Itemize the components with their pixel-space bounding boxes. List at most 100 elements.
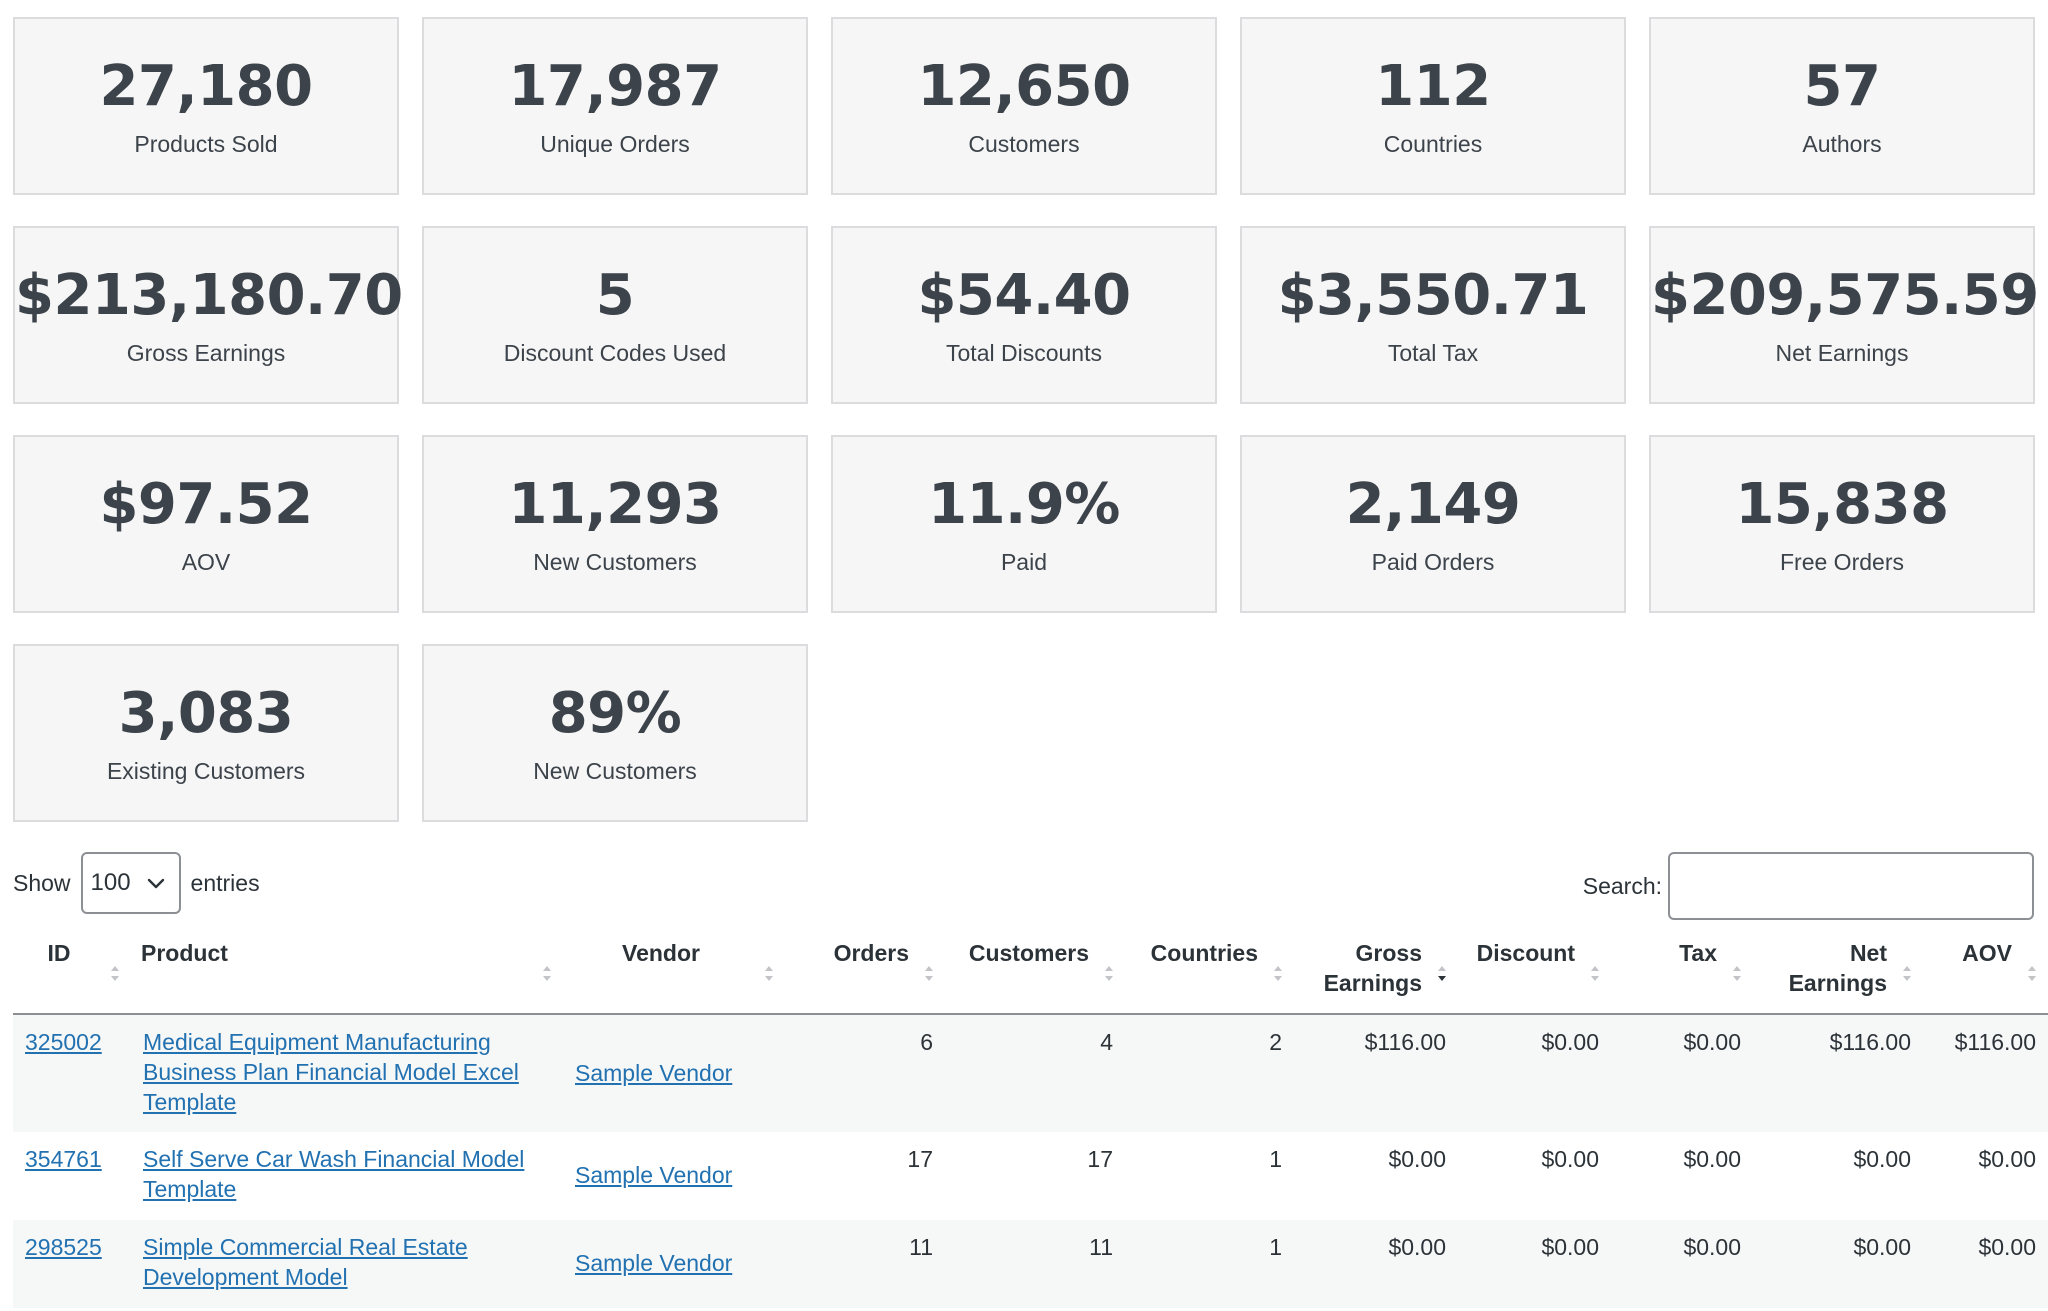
stat-value: 89% (548, 681, 682, 746)
table-row: 325002 Medical Equipment Manufacturing B… (13, 1014, 2048, 1132)
cell-discount: $0.00 (1458, 1220, 1611, 1308)
cell-customers: 4 (945, 1014, 1125, 1132)
cell-tax: $0.00 (1611, 1014, 1753, 1132)
cell-net-earnings: $0.00 (1853, 1146, 1911, 1172)
search-label: Search: (1582, 872, 1662, 899)
stat-label: Free Orders (1780, 549, 1904, 575)
stat-card-total-discounts: $54.40 Total Discounts (831, 226, 1217, 404)
sort-arrows-icon (1274, 966, 1282, 981)
id-link[interactable]: 354761 (25, 1146, 102, 1172)
cell-id: 354761 (13, 1132, 131, 1220)
report-table: ID Product Vendor Orders Customers (13, 932, 2048, 1308)
sort-arrows-icon (543, 966, 551, 981)
cell-product: Self Serve Car Wash Financial Model Temp… (131, 1132, 563, 1220)
cell-net-earnings: $116.00 (1753, 1014, 1923, 1132)
column-header-vendor[interactable]: Vendor (563, 932, 785, 1015)
cell-orders: 6 (785, 1014, 945, 1132)
column-header-countries[interactable]: Countries (1125, 932, 1294, 1015)
stat-card-free-orders: 15,838 Free Orders (1649, 435, 2035, 613)
stat-value: 27,180 (99, 54, 313, 119)
stat-label: Paid Orders (1371, 549, 1495, 575)
entries-label: entries (190, 869, 260, 896)
stat-label: Countries (1383, 131, 1483, 157)
stat-value: 11,293 (508, 472, 722, 537)
cell-discount: $0.00 (1458, 1014, 1611, 1132)
cell-net-earnings: $0.00 (1753, 1220, 1923, 1308)
column-header-id[interactable]: ID (13, 932, 131, 1015)
stat-card-gross-earnings: $213,180.70 Gross Earnings (13, 226, 403, 404)
cell-countries: 1 (1269, 1146, 1282, 1172)
stat-value: 5 (595, 263, 635, 328)
stat-label: Paid (1000, 549, 1048, 575)
stat-card-products-sold: 27,180 Products Sold (13, 17, 399, 195)
column-header-tax[interactable]: Tax (1611, 932, 1753, 1015)
sort-arrows-icon (1105, 966, 1113, 981)
stat-label: New Customers (533, 549, 697, 575)
cell-vendor: Sample Vendor (563, 1014, 785, 1132)
column-header-net-earnings[interactable]: Net Earnings (1753, 932, 1923, 1015)
column-header-orders[interactable]: Orders (785, 932, 945, 1015)
stat-value: $213,180.70 (15, 263, 403, 328)
cell-countries: 2 (1125, 1014, 1294, 1132)
cell-vendor: Sample Vendor (563, 1220, 785, 1308)
stat-value: 57 (1803, 54, 1881, 119)
sort-arrows-icon (111, 966, 119, 981)
cell-tax: $0.00 (1611, 1220, 1753, 1308)
stat-value: 12,650 (917, 54, 1131, 119)
stat-value: 112 (1375, 54, 1491, 119)
search-input[interactable] (1668, 852, 2034, 920)
cell-aov: $0.00 (1923, 1220, 2048, 1308)
id-link[interactable]: 298525 (25, 1234, 102, 1260)
column-header-discount[interactable]: Discount (1458, 932, 1611, 1015)
stat-value: $54.40 (917, 263, 1131, 328)
product-link[interactable]: Self Serve Car Wash Financial Model Temp… (143, 1146, 525, 1202)
stat-value: $97.52 (99, 472, 313, 537)
product-link[interactable]: Simple Commercial Real Estate Developmen… (143, 1234, 468, 1290)
cell-product: Simple Commercial Real Estate Developmen… (131, 1220, 563, 1308)
vendor-link[interactable]: Sample Vendor (575, 1059, 733, 1086)
stat-card-paid-orders: 2,149 Paid Orders (1240, 435, 1626, 613)
cell-vendor: Sample Vendor (563, 1132, 785, 1220)
cell-aov: $0.00 (1978, 1146, 2036, 1172)
sort-arrows-icon (925, 966, 933, 981)
column-header-customers[interactable]: Customers (945, 932, 1125, 1015)
sort-arrows-icon (765, 966, 773, 981)
stat-value: 11.9% (928, 472, 1120, 537)
stat-card-paid: 11.9% Paid (831, 435, 1217, 613)
column-header-aov[interactable]: AOV (1923, 932, 2048, 1015)
cell-customers: 17 (1087, 1146, 1113, 1172)
table-row: 354761 Self Serve Car Wash Financial Mod… (13, 1132, 2048, 1220)
column-header-gross-earnings[interactable]: Gross Earnings (1294, 932, 1458, 1015)
stat-card-new-customers-percent: 89% New Customers (422, 644, 808, 822)
cell-customers: 11 (945, 1220, 1125, 1308)
stat-card-total-tax: $3,550.71 Total Tax (1240, 226, 1626, 404)
entries-select[interactable]: 100 (80, 852, 181, 914)
stat-value: 15,838 (1735, 472, 1949, 537)
cell-gross-earnings: $0.00 (1294, 1220, 1458, 1308)
chevron-down-icon (147, 878, 164, 889)
stat-label: Unique Orders (540, 131, 690, 157)
stat-card-customers: 12,650 Customers (831, 17, 1217, 195)
column-header-product[interactable]: Product (131, 932, 563, 1015)
cell-id: 298525 (13, 1220, 131, 1308)
table-header-row: ID Product Vendor Orders Customers (13, 932, 2048, 1015)
stat-label: New Customers (533, 758, 697, 784)
cell-id: 325002 (13, 1014, 131, 1132)
id-link[interactable]: 325002 (25, 1029, 102, 1055)
product-link[interactable]: Medical Equipment Manufacturing Business… (143, 1029, 519, 1115)
cell-orders: 17 (907, 1146, 933, 1172)
cell-product: Medical Equipment Manufacturing Business… (131, 1014, 563, 1132)
stat-value: $209,575.59 (1651, 263, 2039, 328)
stat-card-countries: 112 Countries (1240, 17, 1626, 195)
cell-discount: $0.00 (1541, 1146, 1599, 1172)
cell-aov: $116.00 (1923, 1014, 2048, 1132)
stat-label: AOV (181, 549, 231, 575)
show-label: Show (13, 869, 71, 896)
sort-arrows-icon (2028, 966, 2036, 981)
stat-label: Products Sold (134, 131, 278, 157)
vendor-link[interactable]: Sample Vendor (575, 1162, 733, 1188)
cell-tax: $0.00 (1683, 1146, 1741, 1172)
stat-label: Gross Earnings (126, 340, 286, 366)
vendor-link[interactable]: Sample Vendor (575, 1250, 733, 1276)
stat-label: Customers (968, 131, 1080, 157)
